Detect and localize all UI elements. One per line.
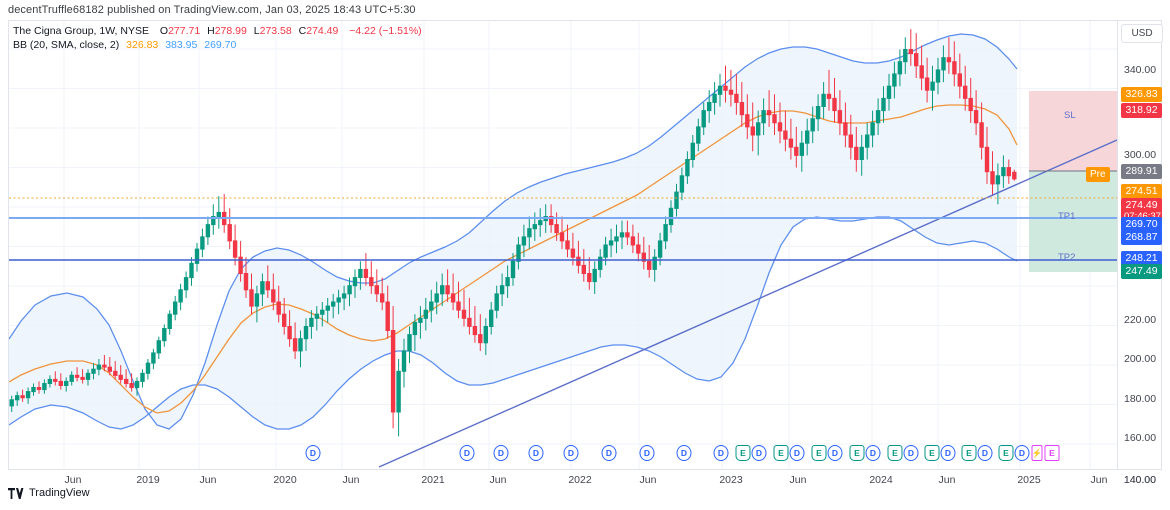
target-price-badge[interactable]: 247.49 <box>1121 264 1162 279</box>
price-tick-6: 160.00 <box>1124 432 1157 444</box>
premarket-price-badge[interactable]: 274.51 <box>1121 184 1162 199</box>
time-label-3: 2020 <box>273 474 297 486</box>
premarket-tag: Pre <box>1086 167 1110 182</box>
dividend-marker-2[interactable]: D <box>493 445 509 461</box>
tradingview-footer: TradingView <box>8 487 90 499</box>
dividend-marker-18[interactable]: D <box>903 445 919 461</box>
event-bolt-marker-25[interactable]: ⚡ <box>1031 445 1043 461</box>
price-tick-0: 340.00 <box>1124 64 1157 76</box>
dividend-marker-6[interactable]: D <box>639 445 655 461</box>
dividend-marker-10[interactable]: D <box>751 445 767 461</box>
low-key: L <box>253 25 260 37</box>
time-label-1: 2019 <box>136 474 160 486</box>
dividend-marker-7[interactable]: D <box>676 445 692 461</box>
bollinger-basis-sma-line <box>9 104 1018 414</box>
dividend-marker-5[interactable]: D <box>601 445 617 461</box>
tradingview-logo-icon <box>8 487 24 499</box>
earnings-marker-13[interactable]: E <box>811 445 827 461</box>
time-label-4: Jun <box>342 474 360 486</box>
time-label-0: Jun <box>64 474 82 486</box>
high-key: H <box>207 25 215 37</box>
stoploss-price-badge[interactable]: 318.92 <box>1121 103 1162 118</box>
bollinger-band-fill <box>9 34 1017 429</box>
dividend-marker-1[interactable]: D <box>459 445 475 461</box>
earnings-marker-19[interactable]: E <box>924 445 940 461</box>
legend-indicator-row: BB (20, SMA, close, 2) 326.83 383.95 269… <box>13 38 422 52</box>
tp2-zone-label: TP2 <box>1058 252 1076 263</box>
time-label-7: 2022 <box>568 474 592 486</box>
earnings-marker-21[interactable]: E <box>961 445 977 461</box>
time-label-6: Jun <box>489 474 507 486</box>
price-tick-4: 200.00 <box>1124 353 1157 365</box>
candlestick-series <box>9 29 1017 437</box>
chart-plot-area[interactable]: SL TP1 TP2 <box>9 21 1117 469</box>
time-label-2: Jun <box>199 474 217 486</box>
uptrend-line <box>378 139 1117 468</box>
earnings-marker-15[interactable]: E <box>849 445 865 461</box>
earnings-marker-23[interactable]: E <box>998 445 1014 461</box>
take-profit-zone <box>1029 171 1117 272</box>
entry-price-badge[interactable]: 289.91 <box>1121 164 1162 179</box>
dividend-marker-20[interactable]: D <box>940 445 956 461</box>
dividend-marker-16[interactable]: D <box>865 445 881 461</box>
price-axis[interactable]: USD 340.00300.00260.00220.00200.00180.00… <box>1117 21 1163 486</box>
earnings-marker-17[interactable]: E <box>887 445 903 461</box>
legend-symbol-row: The Cigna Group, 1W, NYSE O277.71 H278.9… <box>13 24 422 38</box>
symbol-label[interactable]: The Cigna Group, 1W, NYSE <box>13 25 149 37</box>
time-label-11: 2024 <box>869 474 893 486</box>
dividend-marker-22[interactable]: D <box>977 445 993 461</box>
close-value: 274.49 <box>306 25 339 37</box>
chart-legend: The Cigna Group, 1W, NYSE O277.71 H278.9… <box>13 24 422 52</box>
currency-selector[interactable]: USD <box>1121 24 1163 43</box>
close-key: C <box>298 25 307 37</box>
time-label-5: 2021 <box>421 474 445 486</box>
time-axis-edge-price: 140.00 <box>1123 474 1156 486</box>
tradingview-brand-label: TradingView <box>29 487 90 499</box>
dividend-marker-4[interactable]: D <box>563 445 579 461</box>
tp2-price-badge[interactable]: 248.21 <box>1121 251 1162 266</box>
high-value: 278.99 <box>214 25 247 37</box>
time-label-10: Jun <box>789 474 807 486</box>
time-label-12: Jun <box>938 474 956 486</box>
dividend-marker-0[interactable]: D <box>305 445 321 461</box>
earnings-marker-9[interactable]: E <box>735 445 751 461</box>
price-level-lines <box>9 170 1117 261</box>
price-tick-3: 220.00 <box>1124 314 1157 326</box>
stop-loss-zone <box>1029 91 1117 171</box>
time-label-14: Jun <box>1090 474 1108 486</box>
dividend-marker-14[interactable]: D <box>827 445 843 461</box>
bb-lower-value: 269.70 <box>204 39 237 51</box>
bb-basis-value: 326.83 <box>126 39 159 51</box>
dividend-marker-12[interactable]: D <box>789 445 805 461</box>
sl-zone-label: SL <box>1064 110 1076 121</box>
price-tick-7: 140.00 <box>1124 474 1157 486</box>
publisher-line: decentTruffle68182 published on TradingV… <box>8 4 416 16</box>
tp1-zone-label: TP1 <box>1058 211 1076 222</box>
dividend-marker-3[interactable]: D <box>528 445 544 461</box>
time-label-9: 2023 <box>719 474 743 486</box>
bollinger-indicator-label[interactable]: BB (20, SMA, close, 2) <box>13 39 120 51</box>
price-tick-5: 180.00 <box>1124 393 1157 405</box>
earnings-marker-11[interactable]: E <box>773 445 789 461</box>
time-axis[interactable]: 140.00 Jun 2019 Jun 2020 Jun 2021 Jun 2022 Jun 20… <box>9 469 1161 491</box>
bb-basis-price-badge[interactable]: 326.83 <box>1121 87 1162 102</box>
open-key: O <box>159 25 169 37</box>
earnings-upcoming-marker-26[interactable]: E <box>1044 445 1060 461</box>
tp1-price-badge[interactable]: 268.87 <box>1121 230 1162 245</box>
low-value: 273.58 <box>259 25 292 37</box>
price-tick-1: 300.00 <box>1124 149 1157 161</box>
bb-upper-value: 383.95 <box>165 39 198 51</box>
dividend-marker-24[interactable]: D <box>1014 445 1030 461</box>
chart-canvas <box>9 21 1117 469</box>
time-label-13: 2025 <box>1017 474 1041 486</box>
dividend-marker-8[interactable]: D <box>713 445 729 461</box>
open-value: 277.71 <box>168 25 201 37</box>
bb-lower-price-badge[interactable]: 269.70 <box>1121 217 1162 232</box>
trade-zone-group <box>1029 91 1117 272</box>
time-label-8: Jun <box>639 474 657 486</box>
bollinger-upper-line <box>9 33 1018 430</box>
change-value: −4.22 (−1.51%) <box>349 25 422 37</box>
bollinger-lower-line <box>9 216 1018 430</box>
